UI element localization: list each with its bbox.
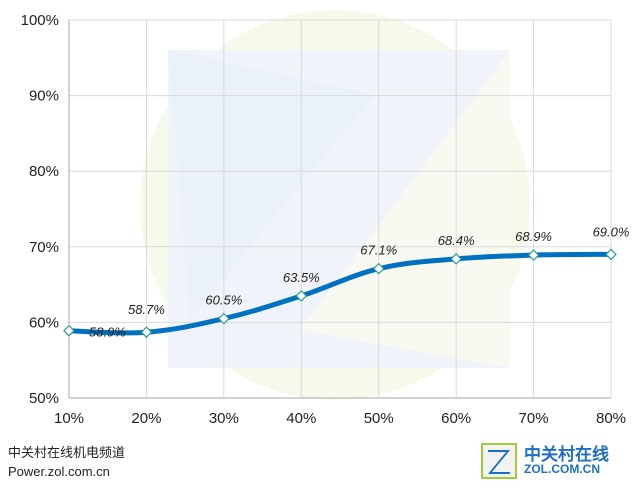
data-label: 58.7% <box>128 302 165 317</box>
series-group <box>63 248 617 339</box>
x-tick-label: 60% <box>441 410 471 427</box>
x-tick-label: 10% <box>54 410 84 427</box>
x-tick-label: 70% <box>519 410 549 427</box>
data-label: 68.4% <box>438 233 475 248</box>
brand-name: 中关村在线 <box>524 445 609 465</box>
data-point-marker <box>527 249 540 261</box>
x-tick-label: 50% <box>364 410 394 427</box>
brand-domain: ZOL.COM.CN <box>524 462 600 476</box>
data-label: 67.1% <box>360 243 397 258</box>
brand-logo-block: 中关村在线 ZOL.COM.CN <box>478 440 628 482</box>
data-label: 63.5% <box>283 270 320 285</box>
x-tick-label: 40% <box>286 410 316 427</box>
footer-url: Power.zol.com.cn <box>8 464 110 479</box>
data-point-marker <box>605 248 617 261</box>
y-axis-ticks: 50% 60% 70% 80% 90% 100% <box>21 12 59 407</box>
data-point-marker <box>450 253 462 265</box>
data-point-marker <box>295 290 308 302</box>
data-labels: 58.9%58.7% 60.5% 63.5% 67.1% 68.4% 68.9% 69.0% <box>89 224 629 339</box>
x-tick-label: 20% <box>131 410 161 427</box>
x-axis-ticks: 10% 20% 30% 40% 50% 60% 70% 80% <box>54 410 626 427</box>
zol-watermark <box>140 10 530 400</box>
y-tick-label: 70% <box>29 239 59 256</box>
y-tick-label: 90% <box>29 88 59 105</box>
data-point-marker <box>63 324 75 337</box>
data-point-marker <box>218 312 230 325</box>
line-chart: 50% 60% 70% 80% 90% 100% 10% 20% 30% 40% 50% 60% 70… <box>21 10 629 427</box>
y-tick-label: 60% <box>29 314 59 331</box>
footer-channel-name: 中关村在线机电频道 <box>8 446 126 461</box>
data-point-marker <box>372 262 385 275</box>
y-tick-label: 100% <box>21 12 59 29</box>
zol-logo-icon <box>481 443 517 479</box>
data-label: 60.5% <box>205 293 242 308</box>
data-point-marker <box>140 326 153 339</box>
y-tick-label: 50% <box>29 390 59 407</box>
data-label: 58.9% <box>89 325 126 340</box>
x-tick-label: 80% <box>596 410 626 427</box>
x-tick-label: 30% <box>209 410 239 427</box>
data-label: 68.9% <box>515 229 552 244</box>
series-line <box>66 251 614 336</box>
data-label: 69.0% <box>593 224 630 239</box>
y-tick-label: 80% <box>29 163 59 180</box>
